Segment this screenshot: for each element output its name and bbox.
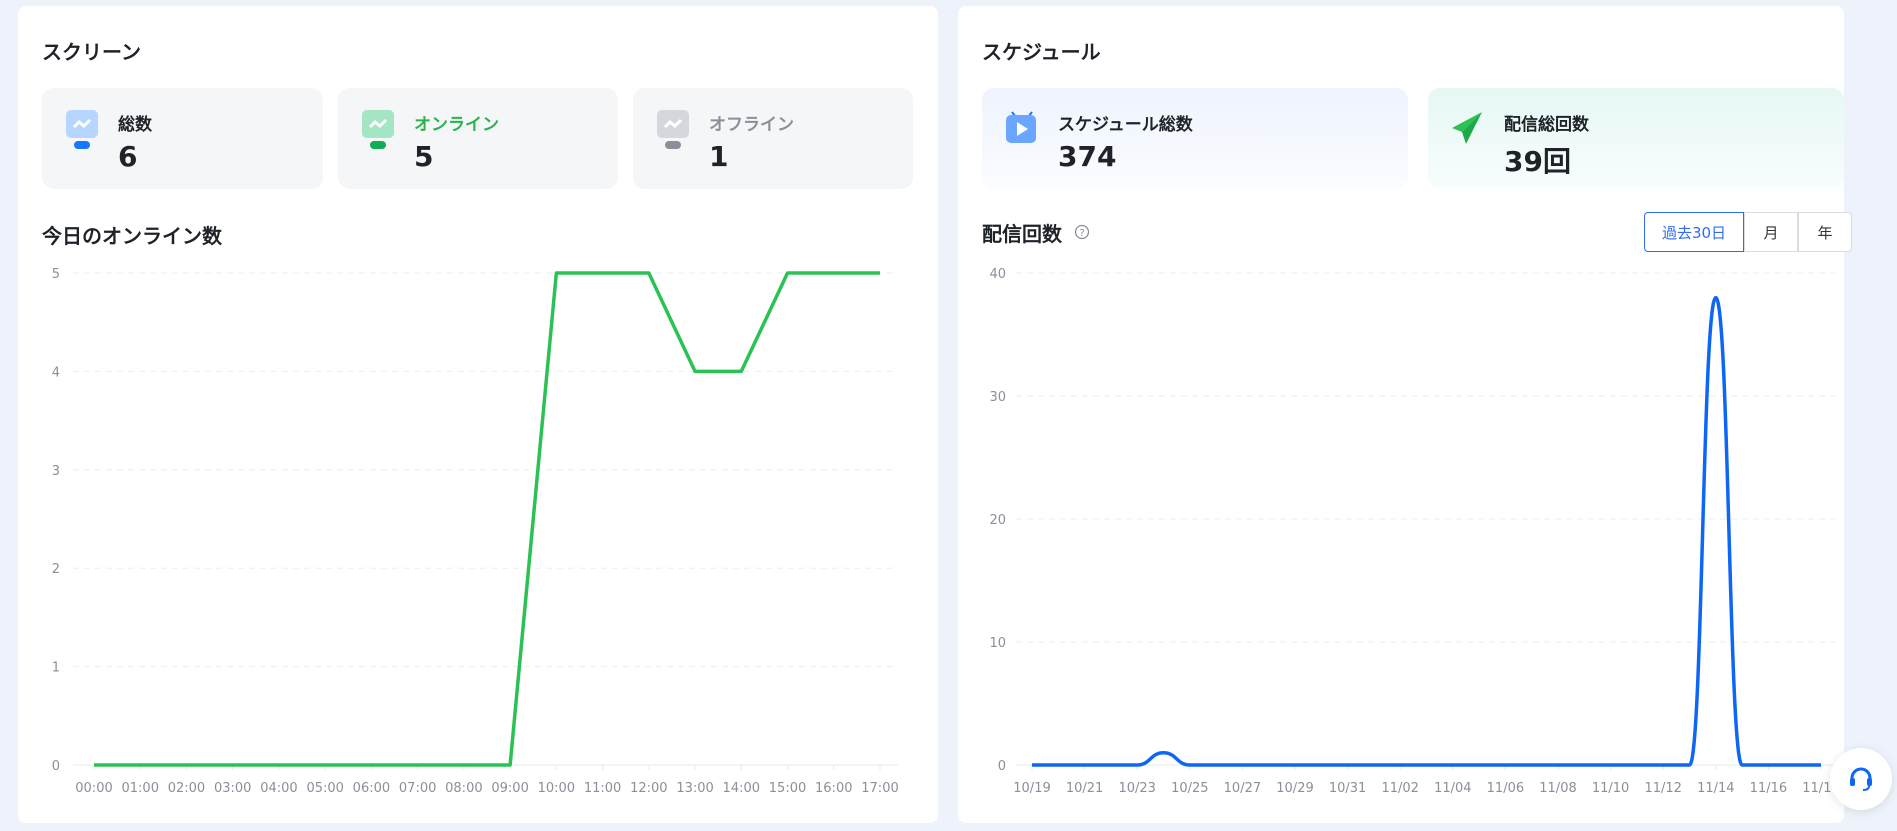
y-tick-label: 10 (989, 636, 1006, 651)
x-tick-label: 10/27 (1224, 781, 1261, 796)
screen-title: スクリーン (42, 40, 141, 64)
y-tick-label: 20 (989, 513, 1006, 528)
x-tick-label: 14:00 (723, 781, 760, 796)
range-button-year[interactable]: 年 (1798, 212, 1852, 252)
range-button-month[interactable]: 月 (1744, 212, 1798, 252)
stat-value: 374 (1058, 140, 1117, 173)
paper-plane-icon (1452, 112, 1482, 144)
schedule-title: スケジュール (982, 40, 1101, 64)
online-count-chart: 0 1 2 3 4 5 00:00 01:00 02:00 03:00 04:00 05:00 06:0… (52, 267, 899, 796)
y-tick-label: 3 (52, 464, 60, 479)
x-tick-label: 10/19 (1013, 781, 1050, 796)
y-tick-label: 0 (998, 759, 1006, 774)
x-tick-label: 10/21 (1066, 781, 1103, 796)
x-tick-label: 11/16 (1750, 781, 1787, 796)
x-tick-label: 15:00 (769, 781, 806, 796)
online-chart-title: 今日のオンライン数 (42, 224, 222, 248)
help-icon[interactable]: ? (1074, 224, 1090, 240)
x-tick-label: 11/08 (1539, 781, 1576, 796)
series-line (1032, 295, 1821, 767)
x-tick-label: 11/02 (1381, 781, 1418, 796)
x-tick-label: 08:00 (445, 781, 482, 796)
stat-label: 総数 (118, 115, 152, 135)
monitor-online-icon (362, 110, 394, 149)
y-tick-label: 2 (52, 562, 60, 577)
support-button[interactable] (1830, 748, 1892, 810)
stat-offline: オフライン 1 (633, 88, 913, 189)
y-tick-label: 4 (52, 365, 60, 380)
schedule-panel: スケジュール スケジュール総数 374 配信総回数 39回 配信回数 ? 過去3… (958, 6, 1852, 823)
x-tick-label: 11/12 (1644, 781, 1681, 796)
y-tick-label: 30 (989, 390, 1006, 405)
x-tick-label: 00:00 (75, 781, 112, 796)
monitor-offline-icon (657, 110, 689, 149)
x-tick-label: 13:00 (676, 781, 713, 796)
delivery-chart-title: 配信回数 (982, 222, 1062, 246)
y-tick-label: 0 (52, 759, 60, 774)
stat-online: オンライン 5 (338, 88, 618, 189)
x-tick-label: 04:00 (260, 781, 297, 796)
x-tick-label: 10/25 (1171, 781, 1208, 796)
stat-label: オンライン (414, 115, 499, 135)
x-tick-label: 02:00 (168, 781, 205, 796)
stat-value: 1 (709, 140, 729, 173)
stat-total: 総数 6 (42, 88, 323, 189)
x-tick-label: 07:00 (399, 781, 436, 796)
x-tick-label: 11/10 (1592, 781, 1629, 796)
stat-value: 5 (414, 140, 434, 173)
y-tick-label: 5 (52, 267, 60, 282)
stat-label: オフライン (709, 115, 794, 135)
x-tick-label: 17:00 (861, 781, 898, 796)
stat-label: スケジュール総数 (1058, 115, 1193, 135)
x-tick-label: 10/31 (1329, 781, 1366, 796)
stat-schedule-total: スケジュール総数 374 (982, 88, 1408, 189)
x-tick-label: 16:00 (815, 781, 852, 796)
x-tick-label: 11/06 (1487, 781, 1524, 796)
x-tick-label: 10/29 (1276, 781, 1313, 796)
stat-value: 6 (118, 140, 138, 173)
stat-value: 39回 (1504, 145, 1571, 178)
x-tick-label: 05:00 (306, 781, 343, 796)
headset-icon (1850, 767, 1872, 791)
x-tick-label: 11/04 (1434, 781, 1471, 796)
stat-label: 配信総回数 (1504, 115, 1589, 135)
x-tick-label: 12:00 (630, 781, 667, 796)
x-tick-label: 10/23 (1118, 781, 1155, 796)
range-toggle: 過去30日 月 年 (1644, 212, 1852, 252)
x-tick-label: 11/14 (1697, 781, 1734, 796)
monitor-icon (66, 110, 98, 149)
series-line (94, 271, 880, 767)
y-tick-label: 40 (989, 267, 1006, 282)
x-tick-label: 10:00 (538, 781, 575, 796)
x-tick-label: 11:00 (584, 781, 621, 796)
svg-text:?: ? (1079, 228, 1084, 239)
range-button-30days[interactable]: 過去30日 (1644, 212, 1744, 252)
play-tv-icon (1006, 111, 1036, 143)
x-tick-label: 01:00 (122, 781, 159, 796)
x-tick-label: 03:00 (214, 781, 251, 796)
x-tick-label: 06:00 (353, 781, 390, 796)
delivery-count-chart: 0 10 20 30 40 10/19 10/21 10/23 10/25 10/27 10/29 1… (989, 267, 1839, 796)
x-tick-label: 09:00 (491, 781, 528, 796)
y-tick-label: 1 (52, 661, 60, 676)
stat-delivery-total: 配信総回数 39回 (1428, 88, 1844, 189)
